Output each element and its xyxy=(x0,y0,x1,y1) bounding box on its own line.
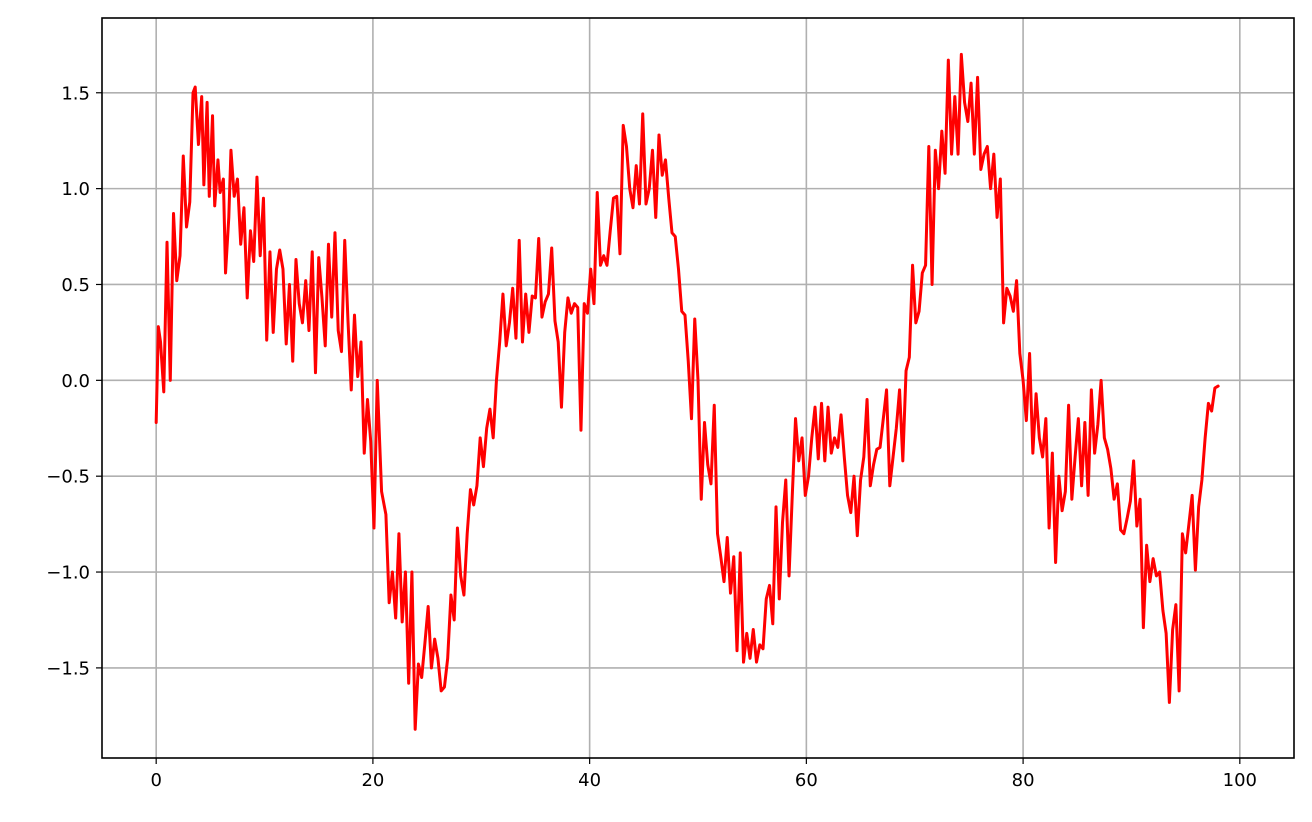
series-line xyxy=(154,52,1220,731)
y-tick-label: −1.5 xyxy=(46,658,90,679)
x-tick-label: 60 xyxy=(795,770,818,791)
axes: 0 20 40 60 80 100 −1.5 −1.0 −0.5 0.0 0.5 1.0 1.5 xyxy=(46,17,1295,791)
y-tick-label: −1.0 xyxy=(46,563,90,584)
y-tick-label: 0.5 xyxy=(61,275,90,296)
y-tick-label: −0.5 xyxy=(46,467,90,488)
y-tick-label: 1.5 xyxy=(61,83,90,104)
x-tick-label: 80 xyxy=(1012,770,1035,791)
plot-frame xyxy=(101,17,1295,759)
x-tick-label: 40 xyxy=(578,770,601,791)
y-tick-label: 0.0 xyxy=(61,371,90,392)
x-tick-label: 0 xyxy=(150,770,161,791)
x-tick-label: 100 xyxy=(1223,770,1257,791)
x-tick-label: 20 xyxy=(361,770,384,791)
y-tick-label: 1.0 xyxy=(61,179,90,200)
series-layer xyxy=(154,52,1220,731)
